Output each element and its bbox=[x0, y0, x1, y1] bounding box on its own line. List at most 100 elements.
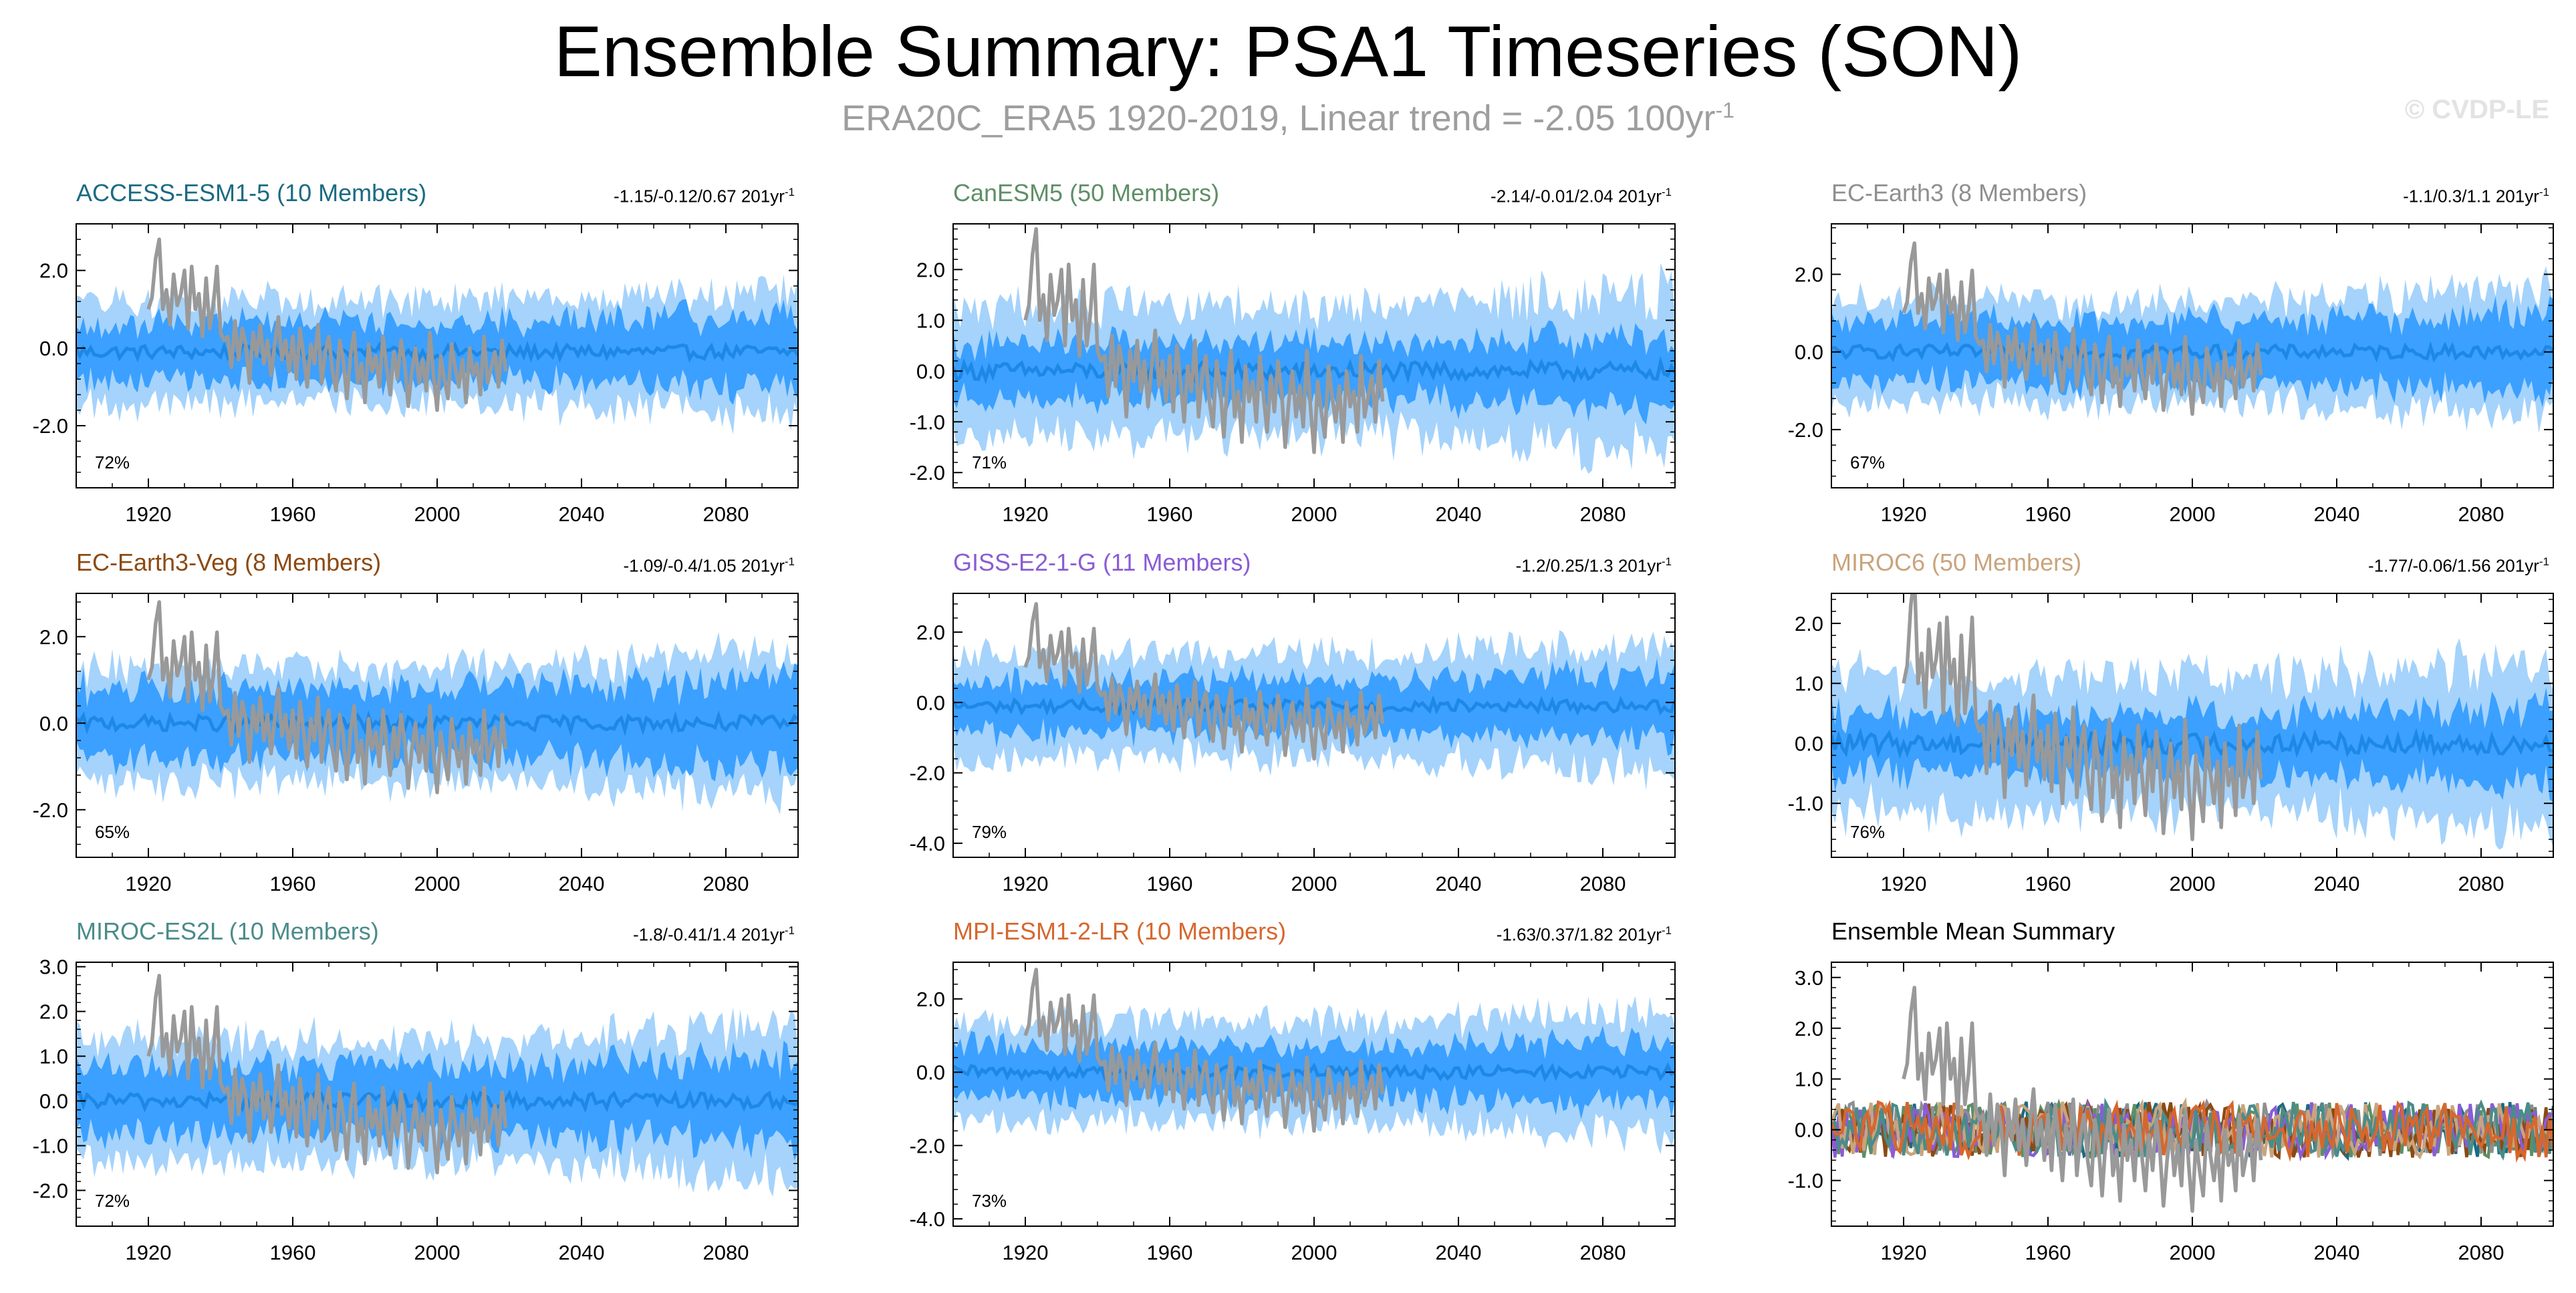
x-tick-label: 1960 bbox=[270, 1241, 316, 1264]
y-tick-label: 0.0 bbox=[39, 337, 68, 360]
x-tick-label: 1920 bbox=[126, 1241, 172, 1264]
observed-line bbox=[146, 600, 508, 795]
panel-trend-exp-4: -1 bbox=[1661, 555, 1672, 568]
x-tick-label: 1920 bbox=[1003, 502, 1049, 526]
chart-panel-5: 2.0 1.0 0.0 -1.0 1920 1960 2000 2040 2080 bbox=[1788, 593, 2554, 895]
plot-area-8 bbox=[1831, 986, 2553, 1213]
y-tick-label: 0.0 bbox=[1795, 732, 1823, 755]
x-tick-label: 1960 bbox=[2025, 1241, 2071, 1264]
x-tick-label: 2000 bbox=[2170, 1241, 2216, 1264]
inner-range-band bbox=[953, 320, 1675, 424]
plot-area-2 bbox=[1831, 241, 2553, 434]
y-tick-label: -2.0 bbox=[910, 1134, 945, 1157]
y-tick-label: 2.0 bbox=[39, 259, 68, 283]
y-tick-label: 0.0 bbox=[39, 1090, 68, 1113]
observed-line bbox=[1902, 593, 2263, 841]
x-tick-label: 1960 bbox=[2025, 872, 2071, 895]
panel-percent-2: 67% bbox=[1850, 452, 1886, 472]
x-tick-label: 1960 bbox=[270, 502, 316, 526]
x-tick-label: 1920 bbox=[1003, 872, 1049, 895]
x-tick-label: 2000 bbox=[1291, 502, 1337, 526]
observed-line bbox=[146, 237, 508, 412]
y-tick-label: 0.0 bbox=[916, 360, 945, 383]
panel-trend-text-6: -1.8/-0.41/1.4 201yr bbox=[632, 924, 785, 945]
chart-panel-6: 3.0 2.0 1.0 0.0 -1.0 -2.0 1920 1960 2000 2040 2080 bbox=[33, 956, 799, 1264]
y-tick-label: 0.0 bbox=[1795, 1119, 1823, 1142]
plot-area-3 bbox=[76, 600, 798, 815]
y-tick-label: 2.0 bbox=[916, 621, 945, 644]
subtitle-unit-exponent: -1 bbox=[1715, 98, 1734, 122]
y-tick-label: 0.0 bbox=[1795, 341, 1823, 364]
chart-panel-2: 2.0 0.0 -2.0 1920 1960 2000 2040 2080 bbox=[1788, 223, 2554, 526]
x-tick-label: 2080 bbox=[1580, 502, 1626, 526]
y-tick-label: -2.0 bbox=[33, 799, 68, 822]
observed-line bbox=[1023, 968, 1385, 1133]
y-tick-label: -2.0 bbox=[910, 762, 945, 785]
panel-trend-2: -1.1/0.3/1.1 201yr-1 bbox=[2403, 186, 2549, 207]
x-tick-label: 2040 bbox=[559, 502, 605, 526]
x-tick-label: 2040 bbox=[2314, 502, 2360, 526]
panel-trend-1: -2.14/-0.01/2.04 201yr-1 bbox=[1491, 186, 1672, 207]
panel-trend-7: -1.63/0.37/1.82 201yr-1 bbox=[1497, 924, 1672, 946]
panel-trend-exp-1: -1 bbox=[1661, 186, 1672, 198]
copyright-watermark: © CVDP-LE bbox=[2404, 95, 2549, 124]
panel-trend-text-4: -1.2/0.25/1.3 201yr bbox=[1515, 555, 1662, 576]
subtitle-text: ERA20C_ERA5 1920-2019, Linear trend = -2… bbox=[842, 98, 1716, 138]
plot-area-6 bbox=[76, 974, 798, 1197]
panel-trend-exp-0: -1 bbox=[784, 186, 795, 198]
y-tick-label: 2.0 bbox=[916, 988, 945, 1011]
panel-trend-6: -1.8/-0.41/1.4 201yr-1 bbox=[633, 924, 795, 946]
panel-percent-0: 72% bbox=[95, 452, 130, 472]
y-tick-label: 2.0 bbox=[39, 625, 68, 649]
plot-area-4 bbox=[953, 602, 1675, 791]
panel-trend-text-2: -1.1/0.3/1.1 201yr bbox=[2403, 186, 2539, 206]
panel-title-8: Ensemble Mean Summary bbox=[1831, 917, 2115, 945]
x-tick-label: 1960 bbox=[270, 872, 316, 895]
x-tick-label: 1920 bbox=[1881, 1241, 1927, 1264]
ensemble-mean-line bbox=[76, 710, 798, 737]
x-tick-label: 1920 bbox=[1003, 1241, 1049, 1264]
chart-panel-4: 2.0 0.0 -2.0 -4.0 1920 1960 2000 2040 2080 bbox=[910, 593, 1676, 895]
panel-percent-4: 79% bbox=[972, 822, 1007, 842]
y-tick-label: 1.0 bbox=[916, 309, 945, 332]
panel-title-5: MIROC6 (50 Members) bbox=[1831, 549, 2082, 576]
ensemble-mean-line bbox=[953, 355, 1675, 385]
panel-title-7: MPI-ESM1-2-LR (10 Members) bbox=[953, 917, 1287, 945]
y-tick-label: 3.0 bbox=[1795, 966, 1823, 990]
y-tick-label: -1.0 bbox=[33, 1134, 68, 1157]
observed-line bbox=[146, 974, 508, 1175]
panel-title-1: CanESM5 (50 Members) bbox=[953, 179, 1220, 206]
panel-percent-3: 65% bbox=[95, 822, 130, 842]
chart-panel-8: 3.0 2.0 1.0 0.0 -1.0 1920 1960 2000 2040 2080 bbox=[1788, 962, 2554, 1264]
inner-range-band bbox=[76, 299, 798, 406]
observed-line bbox=[1902, 241, 2263, 416]
ensemble-mean-line bbox=[76, 1089, 798, 1114]
panel-title-6: MIROC-ES2L (10 Members) bbox=[76, 917, 379, 945]
panel-trend-exp-5: -1 bbox=[2539, 555, 2549, 568]
panel-trend-text-0: -1.15/-0.12/0.67 201yr bbox=[614, 186, 785, 206]
x-tick-label: 2000 bbox=[1291, 1241, 1337, 1264]
panel-trend-text-5: -1.77/-0.06/1.56 201yr bbox=[2368, 555, 2539, 576]
panel-trend-4: -1.2/0.25/1.3 201yr-1 bbox=[1516, 555, 1672, 577]
panel-trend-text-1: -2.14/-0.01/2.04 201yr bbox=[1491, 186, 1662, 206]
y-tick-label: 2.0 bbox=[916, 258, 945, 281]
panel-trend-exp-6: -1 bbox=[784, 924, 795, 937]
x-tick-label: 2040 bbox=[559, 1241, 605, 1264]
panel-title-4: GISS-E2-1-G (11 Members) bbox=[953, 549, 1251, 576]
ensemble-mean-line bbox=[953, 695, 1675, 717]
x-tick-label: 1960 bbox=[1147, 872, 1193, 895]
plot-area-7 bbox=[953, 968, 1675, 1155]
series-line-MPI-ESM1-2-LR bbox=[1831, 1099, 2553, 1163]
chart-panel-1: 2.0 1.0 0.0 -1.0 -2.0 1920 1960 2000 2040 2080 bbox=[910, 223, 1676, 526]
x-tick-label: 2080 bbox=[2458, 872, 2504, 895]
y-tick-label: 1.0 bbox=[39, 1045, 68, 1068]
y-tick-label: -4.0 bbox=[910, 1207, 945, 1231]
ensemble-mean-line bbox=[76, 340, 798, 364]
inner-range-band bbox=[1831, 687, 2553, 803]
x-tick-label: 2040 bbox=[1436, 872, 1482, 895]
panel-percent-1: 71% bbox=[972, 452, 1007, 472]
panel-trend-3: -1.09/-0.4/1.05 201yr-1 bbox=[623, 555, 795, 577]
y-tick-label: -1.0 bbox=[1788, 1169, 1823, 1193]
y-tick-label: -2.0 bbox=[910, 461, 945, 484]
x-tick-label: 1920 bbox=[126, 872, 172, 895]
